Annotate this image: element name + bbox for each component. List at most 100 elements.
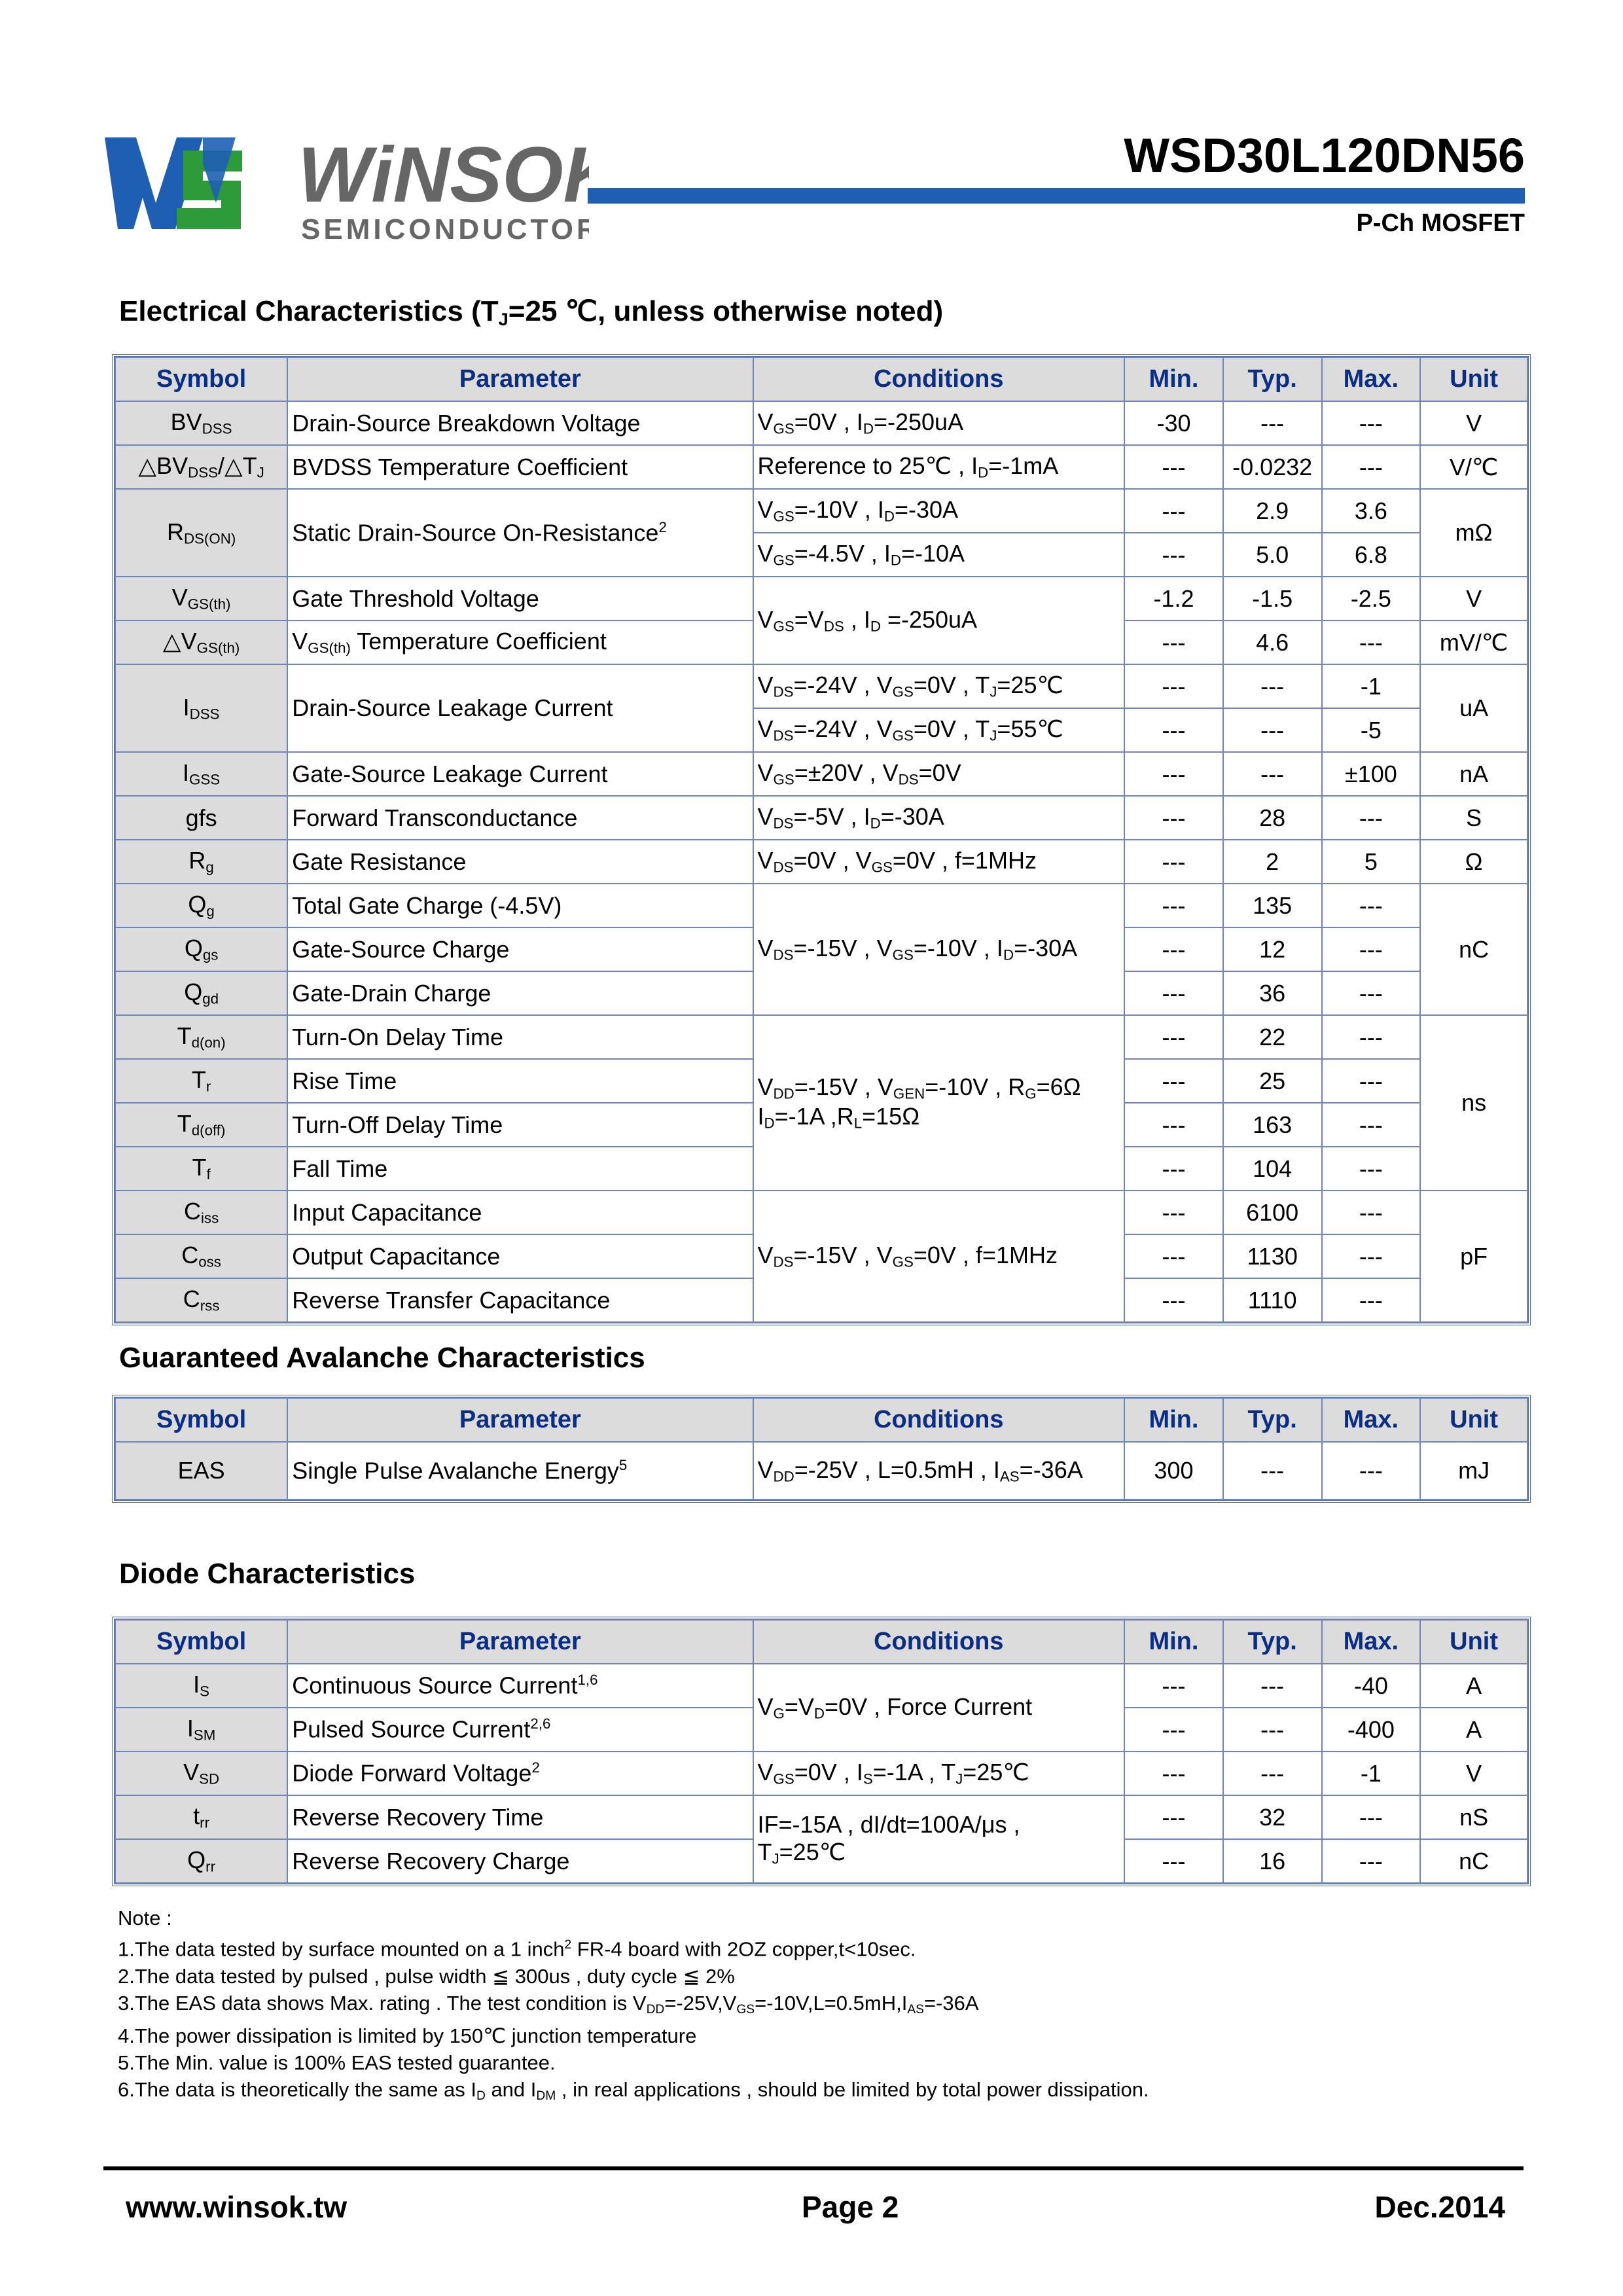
header-parameter: Parameter (287, 1397, 754, 1443)
table-row: Td(off) Turn-Off Delay Time --- 163 --- (114, 1102, 1527, 1147)
table-row: VGS=-4.5V , ID=-10A --- 5.0 6.8 (115, 532, 1527, 577)
typ-cell: 25 (1222, 1058, 1323, 1103)
note-5: 5.The Min. value is 100% EAS tested guar… (118, 2051, 556, 2075)
diode-characteristics-table: Symbol Parameter Conditions Min. Typ. Ma… (112, 1617, 1531, 1886)
header-unit: Unit (1419, 1619, 1528, 1664)
header-conditions: Conditions (752, 1397, 1126, 1443)
typ-cell: --- (1222, 1663, 1323, 1708)
table-row: Tr Rise Time --- 25 --- (114, 1058, 1527, 1103)
condition-cell: VDS=-15V , VGS=0V , f=1MHz (752, 1190, 1126, 1323)
min-cell: --- (1124, 488, 1224, 533)
typ-cell: 32 (1222, 1795, 1323, 1840)
table-row: Td(on) Turn-On Delay Time VDD=-15V , VGE… (114, 1014, 1528, 1191)
param-cell: Total Gate Charge (-4.5V) (287, 883, 754, 928)
condition-cell: VGS=0V , ID=-250uA (752, 401, 1126, 446)
avalanche-characteristics-table: Symbol Parameter Conditions Min. Typ. Ma… (112, 1395, 1531, 1503)
typ-cell: 22 (1222, 1014, 1323, 1060)
logo-subtext: SEMICONDUCTOR (301, 213, 589, 245)
param-cell: Single Pulse Avalanche Energy5 (287, 1441, 754, 1500)
table-row: VSD Diode Forward Voltage2 VGS=0V , IS=-… (114, 1751, 1528, 1796)
table-row: BVDSS Drain-Source Breakdown Voltage VGS… (114, 401, 1528, 446)
table-row: RDS(ON) Static Drain-Source On-Resistanc… (114, 488, 1528, 577)
typ-cell: 12 (1222, 927, 1323, 972)
min-cell: --- (1124, 1707, 1224, 1752)
unit-cell: Ω (1419, 839, 1528, 884)
header-min: Min. (1124, 357, 1224, 402)
param-cell: Diode Forward Voltage2 (287, 1751, 754, 1796)
footer-date: Dec.2014 (1374, 2190, 1506, 2224)
min-cell: -1.2 (1124, 576, 1224, 621)
min-cell: --- (1124, 1146, 1224, 1191)
symbol-coss: Coss (114, 1234, 289, 1279)
min-cell: --- (1124, 751, 1224, 797)
condition-cell: VGS=-10V , ID=-30A (752, 488, 1126, 533)
max-cell: -1 (1321, 664, 1421, 709)
param-cell: Turn-Off Delay Time (287, 1102, 754, 1147)
typ-cell: --- (1222, 751, 1323, 797)
avalanche-section-title: Guaranteed Avalanche Characteristics (119, 1342, 645, 1374)
symbol-bvdss: BVDSS (114, 401, 289, 446)
typ-cell: -1.5 (1222, 576, 1323, 621)
param-cell: Reverse Recovery Time (287, 1795, 754, 1840)
typ-cell: 6100 (1222, 1190, 1323, 1235)
param-cell: Turn-On Delay Time (287, 1014, 754, 1060)
device-type: P-Ch MOSFET (1356, 209, 1525, 237)
header-typ: Typ. (1222, 357, 1323, 402)
min-cell: 300 (1124, 1441, 1224, 1500)
note-4: 4.The power dissipation is limited by 15… (118, 2024, 697, 2048)
header-unit: Unit (1419, 1397, 1528, 1443)
header-min: Min. (1124, 1397, 1224, 1443)
min-cell: --- (1124, 1795, 1224, 1840)
unit-cell: nC (1419, 883, 1528, 1016)
unit-cell: nA (1419, 751, 1528, 797)
header-unit: Unit (1419, 357, 1528, 402)
table-row: Qgd Gate-Drain Charge --- 36 --- (114, 971, 1527, 1016)
param-cell: Gate-Source Charge (287, 927, 754, 972)
typ-cell: 16 (1222, 1839, 1323, 1884)
max-cell: -400 (1321, 1707, 1421, 1752)
header-typ: Typ. (1222, 1397, 1323, 1443)
table-row: Rg Gate Resistance VDS=0V , VGS=0V , f=1… (114, 839, 1528, 884)
typ-cell: 2.9 (1222, 488, 1323, 533)
param-cell: Gate-Source Leakage Current (287, 751, 754, 797)
table-row: EAS Single Pulse Avalanche Energy5 VDD=-… (114, 1441, 1528, 1500)
max-cell: --- (1321, 1234, 1421, 1279)
typ-cell: --- (1222, 401, 1323, 446)
typ-cell: --- (1222, 1751, 1323, 1796)
min-cell: --- (1124, 795, 1224, 840)
param-cell: VGS(th) Temperature Coefficient (287, 620, 754, 665)
unit-cell: V (1419, 401, 1528, 446)
symbol-idss: IDSS (114, 664, 289, 753)
symbol-qgs: Qgs (114, 927, 289, 972)
max-cell: --- (1321, 1190, 1421, 1235)
max-cell: --- (1321, 1102, 1421, 1147)
table-row: Qgs Gate-Source Charge --- 12 --- (114, 927, 1527, 972)
param-cell: Fall Time (287, 1146, 754, 1191)
unit-cell: V/℃ (1419, 444, 1528, 490)
min-cell: --- (1124, 444, 1224, 490)
condition-cell: VGS=±20V , VDS=0V (752, 751, 1126, 797)
min-cell: --- (1124, 971, 1224, 1016)
table-row: Coss Output Capacitance --- 1130 --- (114, 1234, 1527, 1279)
table-row: IGSS Gate-Source Leakage Current VGS=±20… (114, 751, 1528, 797)
table-row: ISM Pulsed Source Current2,6 --- --- -40… (114, 1707, 1528, 1752)
min-cell: --- (1124, 532, 1224, 577)
max-cell: 5 (1321, 839, 1421, 884)
max-cell: --- (1321, 1014, 1421, 1060)
max-cell: --- (1321, 795, 1421, 840)
symbol-delta-vgsth: △VGS(th) (114, 620, 289, 665)
note-1: 1.The data tested by surface mounted on … (118, 1937, 916, 1961)
max-cell: -1 (1321, 1751, 1421, 1796)
symbol-ism: ISM (114, 1707, 289, 1752)
unit-cell: V (1419, 576, 1528, 621)
param-cell: Reverse Recovery Charge (287, 1839, 754, 1884)
condition-cell: VGS=0V , IS=-1A , TJ=25℃ (752, 1751, 1126, 1796)
table-row: △VGS(th) VGS(th) Temperature Coefficient… (114, 620, 1528, 665)
param-cell: Reverse Transfer Capacitance (287, 1278, 754, 1323)
min-cell: --- (1124, 620, 1224, 665)
param-cell: Drain-Source Breakdown Voltage (287, 401, 754, 446)
min-cell: --- (1124, 1839, 1224, 1884)
condition-cell: VDS=-24V , VGS=0V , TJ=55℃ (752, 708, 1126, 753)
symbol-tf: Tf (114, 1146, 289, 1191)
unit-cell: nC (1419, 1839, 1528, 1884)
